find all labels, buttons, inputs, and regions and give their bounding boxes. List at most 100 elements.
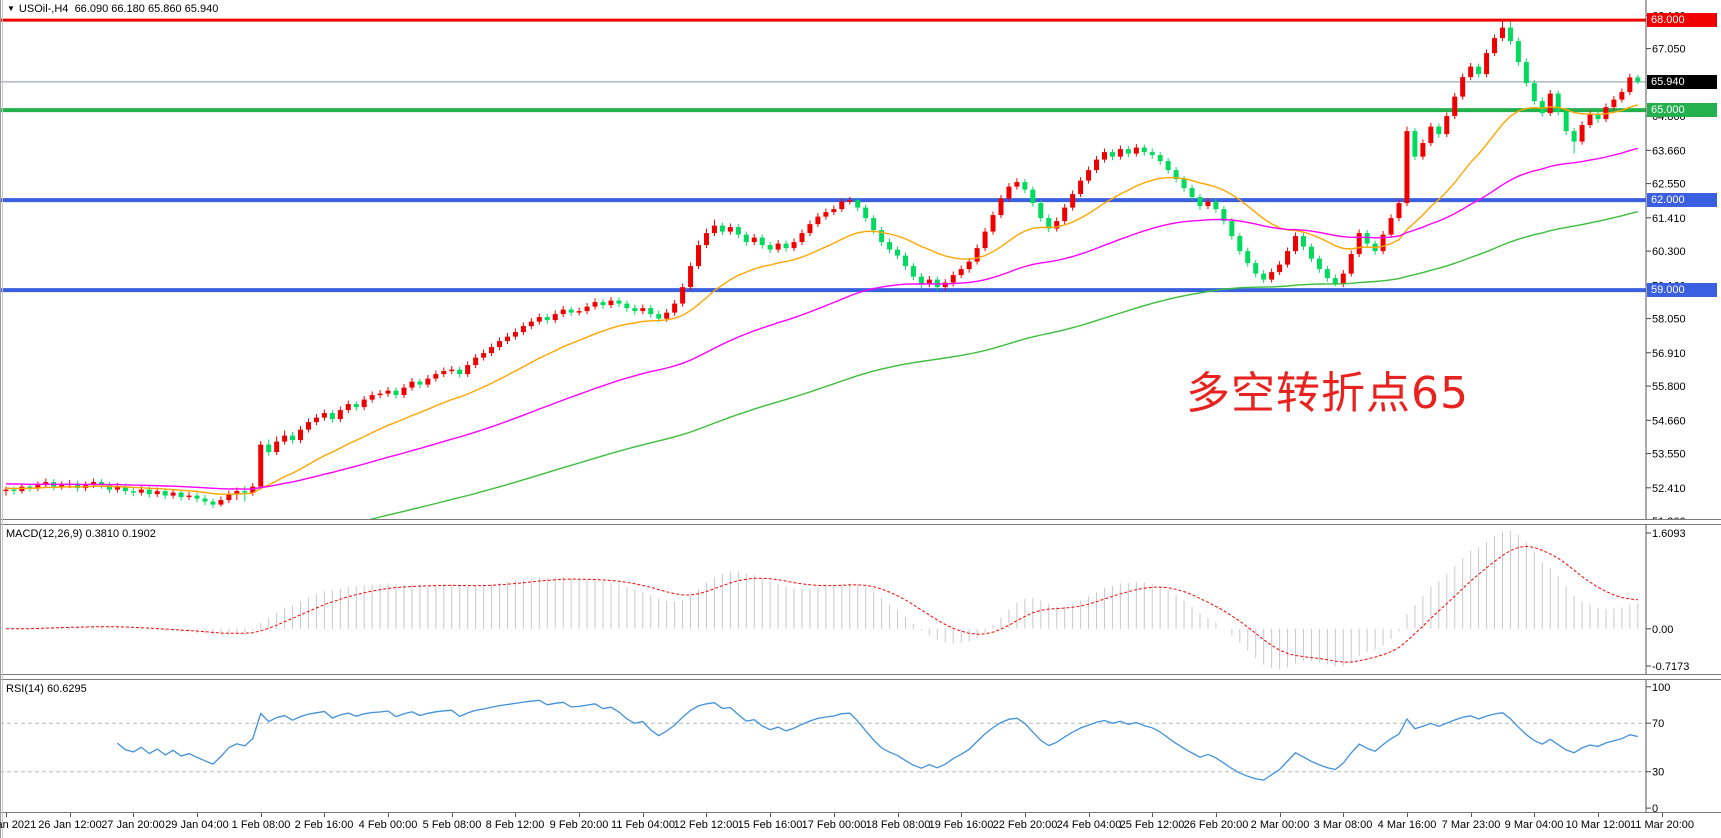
candle-body bbox=[887, 242, 893, 250]
candle-body bbox=[847, 200, 853, 202]
time-tick bbox=[6, 813, 7, 817]
rsi-tick-label: 0 bbox=[1652, 803, 1658, 812]
candle-body bbox=[1245, 251, 1251, 264]
annotation-text[interactable]: 多空转折点65 bbox=[1186, 368, 1469, 419]
candle-body bbox=[918, 276, 924, 285]
time-label: 2 Mar 00:00 bbox=[1250, 819, 1310, 831]
candle-body bbox=[305, 422, 311, 430]
time-tick bbox=[324, 813, 325, 817]
time-label: 9 Feb 20:00 bbox=[549, 819, 609, 831]
time-label: 3 Mar 08:00 bbox=[1313, 819, 1373, 831]
time-tick bbox=[1662, 813, 1663, 817]
candle-body bbox=[130, 491, 136, 493]
candle-body bbox=[1054, 221, 1060, 229]
candle-body bbox=[1205, 201, 1211, 207]
price-tick-label: 55.800 bbox=[1652, 381, 1686, 393]
macd-pane[interactable]: 1.6093 0.00 -0.7173 bbox=[0, 525, 1721, 674]
pane-separator[interactable] bbox=[0, 519, 1721, 525]
time-label: 22 Feb 20:00 bbox=[992, 819, 1058, 831]
rsi-pane[interactable]: 100 70 30 0 bbox=[0, 680, 1721, 812]
candle-body bbox=[1348, 254, 1354, 274]
candle-body bbox=[942, 282, 948, 288]
candle-body bbox=[202, 498, 208, 502]
candle-body bbox=[1428, 126, 1434, 144]
rsi-tick-label: 70 bbox=[1652, 718, 1664, 730]
candle-body bbox=[194, 495, 200, 499]
candle-body bbox=[990, 215, 996, 232]
candle-body bbox=[1261, 273, 1267, 280]
ma-line-20[interactable] bbox=[5, 104, 1639, 496]
time-tick bbox=[898, 813, 899, 817]
candle-body bbox=[528, 321, 534, 327]
candle-body bbox=[266, 444, 272, 453]
candle-body bbox=[624, 303, 630, 309]
price-tick-label: 61.410 bbox=[1652, 213, 1686, 225]
price-tick-label: 56.910 bbox=[1652, 348, 1686, 360]
candle-body bbox=[1380, 234, 1386, 252]
candle-body bbox=[218, 500, 224, 505]
candle-body bbox=[910, 266, 916, 277]
price-axis[interactable] bbox=[1646, 0, 1721, 812]
candle-body bbox=[1555, 93, 1561, 112]
time-tick bbox=[1216, 813, 1217, 817]
candle-body bbox=[170, 492, 176, 496]
candle-body bbox=[520, 326, 526, 333]
time-label: 4 Mar 16:00 bbox=[1377, 819, 1437, 831]
macd-signal-line[interactable] bbox=[6, 545, 1638, 663]
candle-body bbox=[1014, 182, 1020, 187]
candle-body bbox=[1468, 66, 1474, 78]
candle-body bbox=[1412, 131, 1418, 157]
candle-body bbox=[608, 300, 614, 306]
candle-body bbox=[1404, 131, 1410, 204]
pane-separator[interactable] bbox=[0, 674, 1721, 680]
candle-body bbox=[823, 212, 829, 217]
candle-body bbox=[122, 486, 128, 492]
candle-body bbox=[552, 314, 558, 321]
candle-body bbox=[35, 485, 41, 489]
rsi-line[interactable] bbox=[116, 699, 1638, 781]
candle-body bbox=[146, 489, 152, 495]
time-tick bbox=[1343, 813, 1344, 817]
candle-body bbox=[719, 225, 725, 232]
time-label: 12 Feb 12:00 bbox=[673, 819, 739, 831]
candle-body bbox=[1396, 203, 1402, 219]
candle-body bbox=[1070, 194, 1076, 208]
time-label: 25 Jan 2021 bbox=[0, 819, 37, 831]
price-tick-label: 54.660 bbox=[1652, 415, 1686, 427]
candle-body bbox=[799, 233, 805, 243]
time-tick bbox=[579, 813, 580, 817]
candle-body bbox=[274, 441, 280, 453]
candle-body bbox=[711, 225, 717, 234]
time-tick bbox=[1089, 813, 1090, 817]
candle-body bbox=[1316, 258, 1322, 270]
price-tick-label: 62.550 bbox=[1652, 179, 1686, 191]
candle-body bbox=[99, 482, 105, 486]
candle-body bbox=[1086, 170, 1092, 181]
candle-body bbox=[1006, 186, 1012, 199]
time-label: 27 Jan 20:00 bbox=[101, 819, 165, 831]
candle-body bbox=[393, 390, 399, 396]
candle-body bbox=[831, 209, 837, 213]
candle-body bbox=[1277, 264, 1283, 273]
main-chart-pane[interactable]: 68.16067.05064.80063.66062.55061.41060.3… bbox=[0, 0, 1721, 519]
macd-tick-label: -0.7173 bbox=[1652, 661, 1689, 673]
candle-body bbox=[1460, 77, 1466, 97]
candle-body bbox=[1237, 236, 1243, 252]
candle-body bbox=[727, 227, 733, 232]
time-tick bbox=[1025, 813, 1026, 817]
time-label: 5 Feb 08:00 bbox=[422, 819, 482, 831]
candle-body bbox=[1285, 251, 1291, 265]
time-tick bbox=[70, 813, 71, 817]
candle-body bbox=[298, 429, 304, 441]
candle-body bbox=[337, 410, 343, 420]
candle-body bbox=[1101, 152, 1107, 160]
ma-line-130[interactable] bbox=[6, 211, 1638, 519]
candle-body bbox=[504, 336, 510, 342]
candle-body bbox=[1078, 180, 1084, 195]
candle-body bbox=[751, 237, 757, 243]
candle-body bbox=[138, 489, 144, 493]
ma-line-60[interactable] bbox=[5, 147, 1638, 490]
rsi-tick-label: 30 bbox=[1652, 767, 1664, 779]
time-tick bbox=[1407, 813, 1408, 817]
